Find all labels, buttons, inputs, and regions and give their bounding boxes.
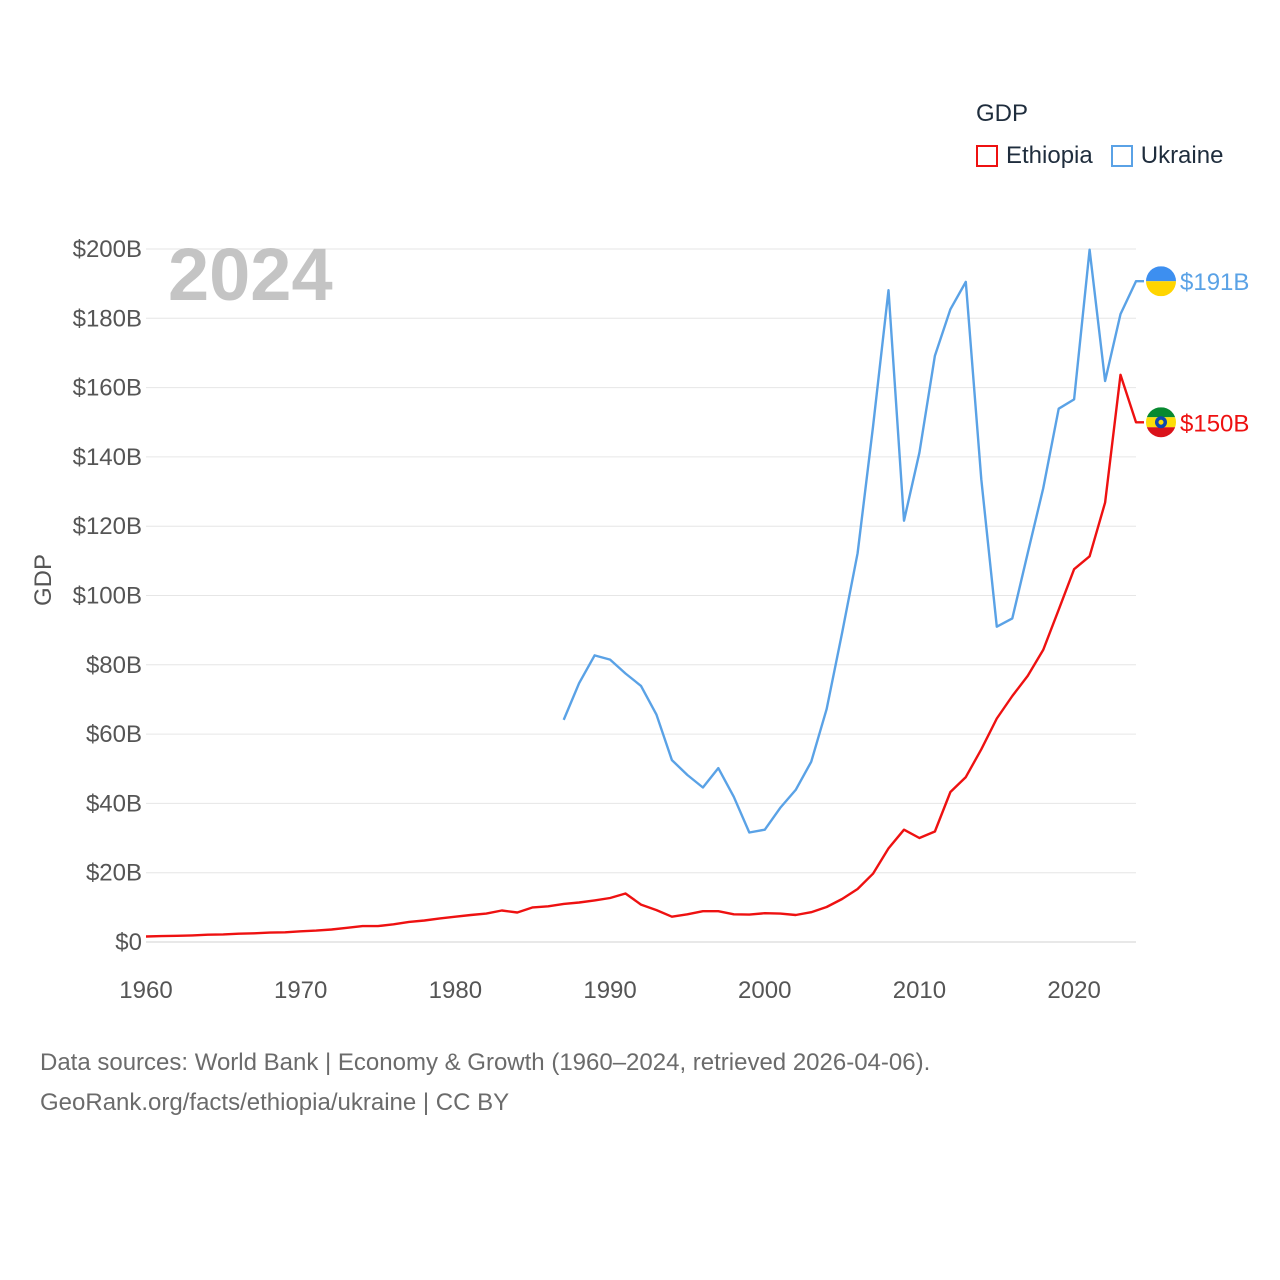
x-tick-label: 1970 — [274, 977, 327, 1004]
legend-item-ethiopia[interactable]: Ethiopia — [976, 142, 1093, 170]
y-tick-label: $120B — [73, 513, 142, 540]
y-axis-tick-labels: $0 $20B $40B $60B $80B $100B $120B $140B $160B $1… — [73, 236, 142, 956]
legend: Ethiopia Ukraine — [976, 142, 1223, 170]
y-tick-label: $0 — [115, 929, 142, 956]
x-tick-label: 1980 — [429, 977, 482, 1004]
series-line-ukraine — [562, 248, 1144, 834]
grid-lines — [146, 248, 1136, 943]
footer-link[interactable]: GeoRank.org/facts/ethiopia/ukraine | CC … — [40, 1089, 510, 1116]
x-axis-tick-labels: 1960 1970 1980 1990 2000 2010 2020 — [119, 977, 1101, 1004]
footer: Data sources: World Bank | Economy & Gro… — [40, 1043, 930, 1123]
legend-title: GDP — [976, 100, 1029, 127]
x-tick-label: 2020 — [1047, 977, 1100, 1004]
flag-icon-ukraine — [1146, 266, 1176, 297]
flag-icon-ethiopia — [1146, 407, 1176, 438]
series-line-ethiopia — [145, 373, 1144, 938]
end-label-ethiopia: $150B — [1180, 410, 1249, 437]
series-end-labels: $150B $191B — [1146, 266, 1249, 438]
year-watermark: 2024 — [168, 233, 333, 316]
legend-swatch-ukraine — [1110, 145, 1133, 167]
legend-label-ukraine: Ukraine — [1140, 142, 1224, 169]
legend-label-ethiopia: Ethiopia — [1006, 142, 1093, 169]
y-tick-label: $200B — [73, 236, 142, 263]
y-tick-label: $20B — [86, 860, 142, 887]
x-tick-label: 2000 — [738, 977, 791, 1004]
y-tick-label: $160B — [73, 375, 142, 402]
end-label-ukraine: $191B — [1180, 269, 1249, 296]
x-tick-label: 2010 — [893, 977, 946, 1004]
footer-sources: Data sources: World Bank | Economy & Gro… — [40, 1049, 931, 1076]
y-tick-label: $180B — [73, 305, 142, 332]
y-axis-title: GDP — [30, 554, 57, 606]
y-tick-label: $40B — [86, 790, 142, 817]
legend-swatch-ethiopia — [976, 145, 998, 167]
y-tick-label: $80B — [86, 652, 142, 679]
y-tick-label: $140B — [73, 444, 142, 471]
series-lines — [145, 248, 1144, 938]
x-tick-label: 1990 — [583, 977, 636, 1004]
legend-item-ukraine[interactable]: Ukraine — [1110, 142, 1224, 170]
x-tick-label: 1960 — [119, 977, 172, 1004]
y-tick-label: $60B — [86, 721, 142, 748]
y-tick-label: $100B — [73, 583, 142, 610]
